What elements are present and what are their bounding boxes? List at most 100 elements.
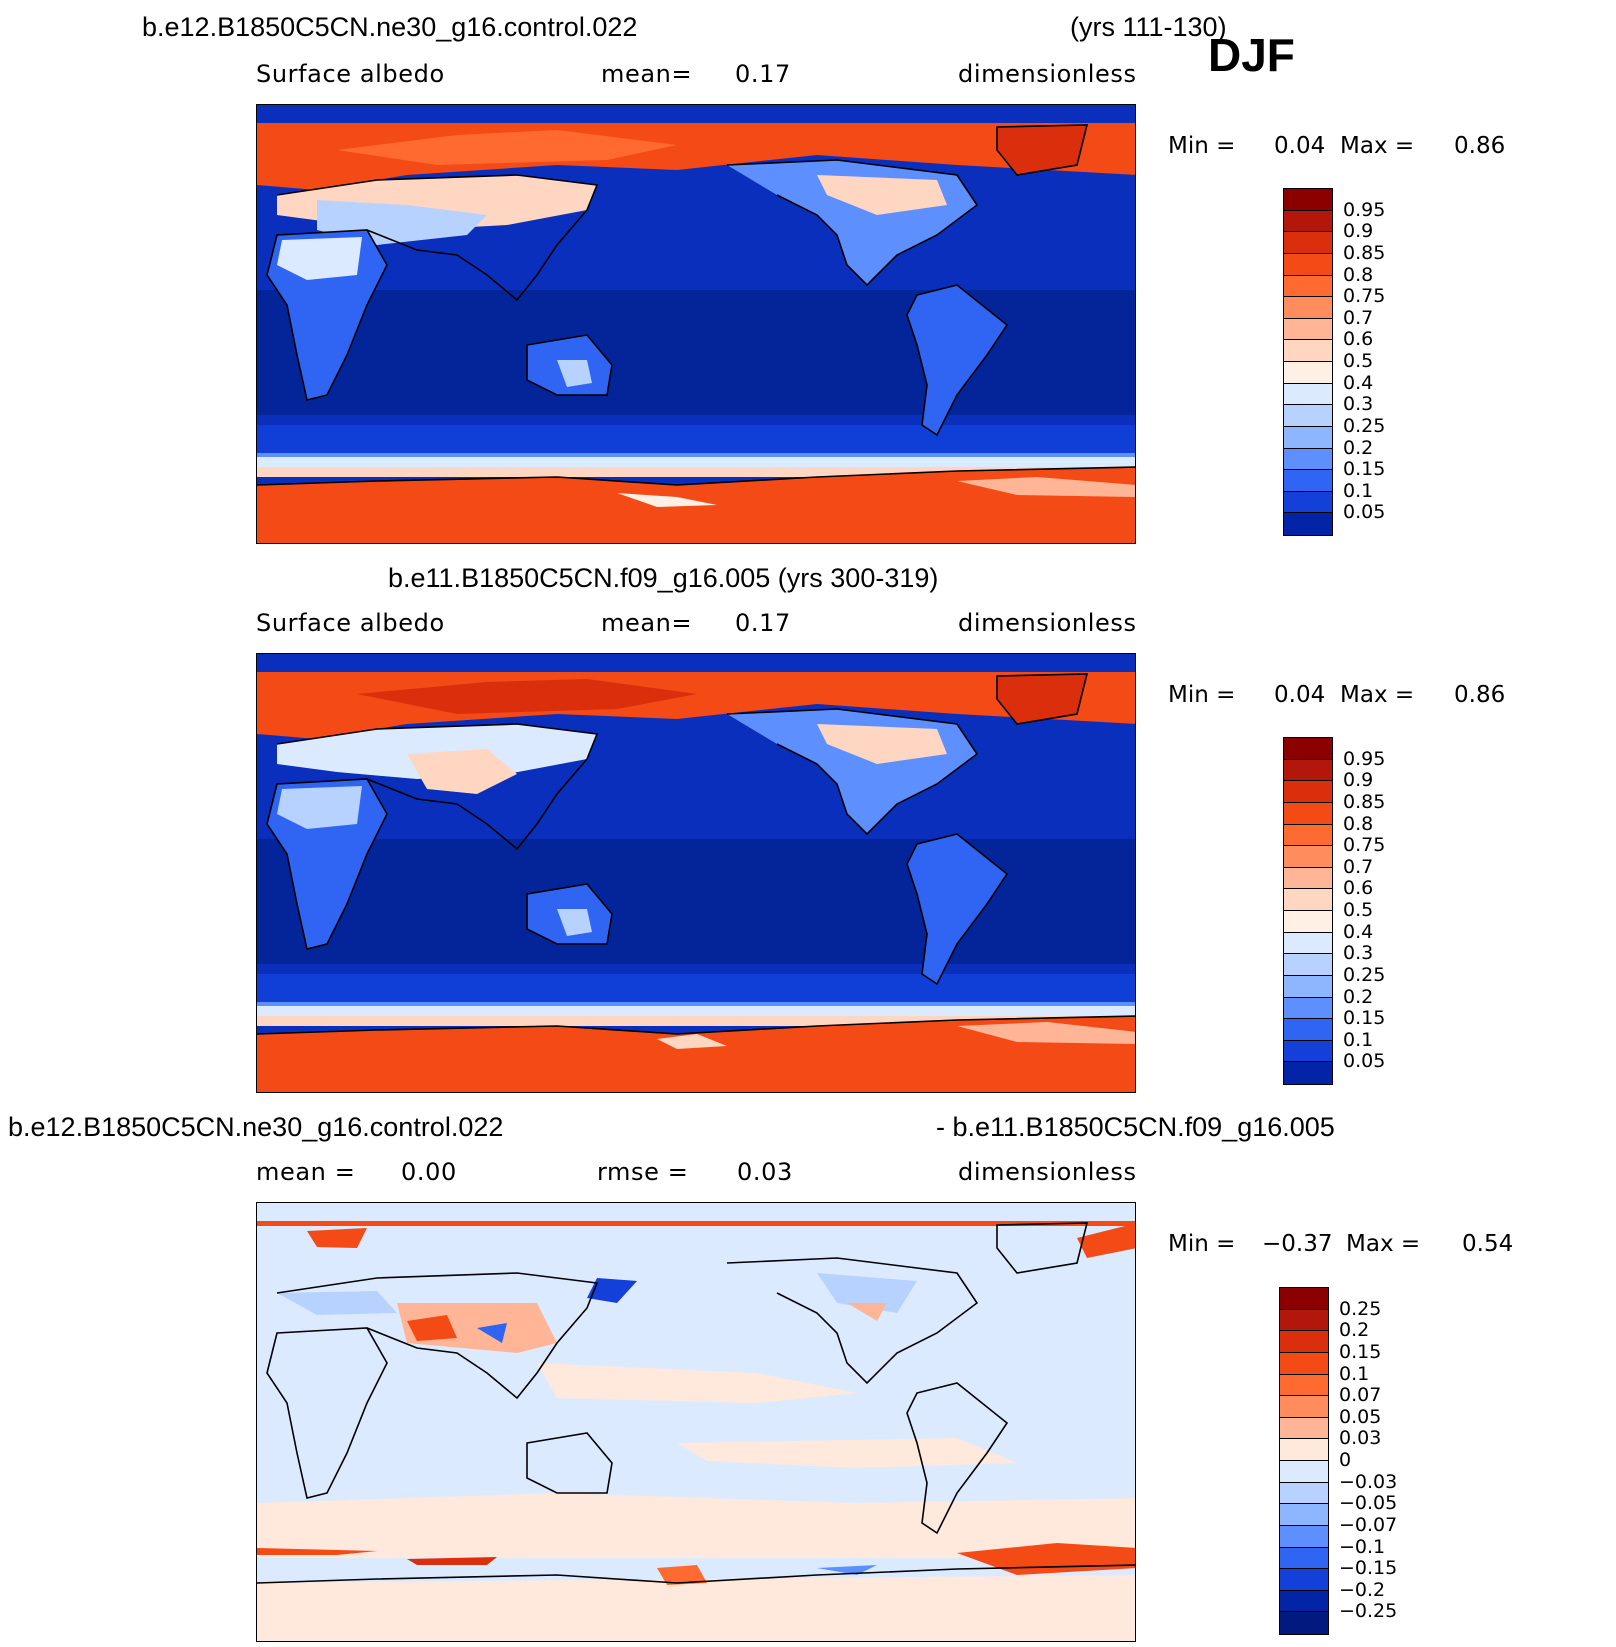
- colorbar-tick-label: 0.95: [1343, 198, 1386, 221]
- colorbar-tick-label: 0.4: [1343, 371, 1374, 394]
- colorbar-box: [1280, 1547, 1328, 1570]
- panel3-title-left: b.e12.B1850C5CN.ne30_g16.control.022: [8, 1112, 504, 1142]
- colorbar-tick-label: 0.9: [1343, 220, 1374, 243]
- colorbar-tick-label: −0.15: [1339, 1557, 1398, 1580]
- panel3-min-label: Min =: [1168, 1231, 1236, 1257]
- panel2-variable: Surface albedo: [256, 609, 445, 637]
- colorbar-tick-label: 0.5: [1343, 899, 1374, 921]
- colorbar-tick-label: 0.25: [1343, 414, 1386, 437]
- colorbar-tick-label: 0.6: [1343, 328, 1374, 351]
- panel1-title-right: (yrs 111-130): [1070, 12, 1227, 42]
- panel3-max-label: Max =: [1346, 1231, 1421, 1257]
- colorbar-tick-label: 0.3: [1343, 942, 1374, 965]
- colorbar-box: [1284, 867, 1332, 890]
- colorbar-tick-label: −0.05: [1339, 1492, 1398, 1515]
- panel1-units: dimensionless: [958, 60, 1137, 88]
- colorbar-tick-label: 0.1: [1343, 479, 1374, 502]
- panel2-min-label: Min =: [1168, 682, 1236, 708]
- colorbar-box: [1284, 824, 1332, 847]
- panel3-map: [256, 1202, 1136, 1642]
- colorbar-box: [1280, 1309, 1328, 1332]
- colorbar-box: [1280, 1461, 1328, 1483]
- colorbar-tick-label: 0.6: [1343, 877, 1374, 900]
- panel3-rmse-label: rmse =: [597, 1158, 689, 1186]
- colorbar-box: [1284, 470, 1332, 492]
- colorbar-box: [1280, 1590, 1328, 1613]
- colorbar-tick-label: −0.1: [1339, 1535, 1386, 1558]
- colorbar-tick-label: 0.8: [1343, 263, 1374, 286]
- colorbar-tick-label: 0.03: [1339, 1427, 1382, 1450]
- colorbar-box: [1284, 846, 1332, 868]
- colorbar-box: [1284, 362, 1332, 384]
- colorbar-box: [1280, 1504, 1328, 1526]
- colorbar-box: [1284, 513, 1332, 535]
- colorbar-box: [1284, 738, 1332, 760]
- colorbar-tick-label: 0.85: [1343, 790, 1386, 813]
- panel3-units: dimensionless: [958, 1158, 1137, 1186]
- colorbar-box: [1284, 975, 1332, 998]
- colorbar-box: [1284, 297, 1332, 319]
- panel1-mean-label: mean=: [601, 60, 693, 88]
- colorbar-box: [1280, 1525, 1328, 1548]
- panel1-max-label: Max =: [1340, 133, 1415, 159]
- panel2-mean-label: mean=: [601, 609, 693, 637]
- colorbar-tick-label: 0.7: [1343, 855, 1374, 878]
- colorbar-box: [1284, 997, 1332, 1020]
- colorbar-tick-label: 0.15: [1343, 1007, 1386, 1030]
- colorbar-tick-label: 0.05: [1339, 1405, 1382, 1428]
- colorbar-box: [1284, 448, 1332, 471]
- colorbar-box: [1280, 1288, 1328, 1310]
- colorbar-box: [1284, 189, 1332, 211]
- colorbar-box: [1284, 232, 1332, 254]
- panel2-colorbar: [1283, 737, 1333, 1085]
- colorbar-tick-label: 0.1: [1343, 1028, 1374, 1051]
- colorbar-box: [1280, 1569, 1328, 1591]
- panel1-min-value: 0.04: [1274, 133, 1326, 159]
- colorbar-tick-label: −0.07: [1339, 1513, 1398, 1536]
- colorbar-tick-label: −0.2: [1339, 1578, 1386, 1601]
- panel2-title: b.e11.B1850C5CN.f09_g16.005 (yrs 300-319…: [388, 563, 939, 593]
- colorbar-box: [1280, 1439, 1328, 1461]
- panel1-title-left: b.e12.B1850C5CN.ne30_g16.control.022: [142, 12, 638, 42]
- colorbar-tick-label: 0.05: [1343, 501, 1386, 524]
- colorbar-box: [1284, 932, 1332, 955]
- colorbar-tick-label: 0.15: [1343, 458, 1386, 481]
- panel2-mean-value: 0.17: [735, 609, 791, 637]
- colorbar-tick-label: 0.85: [1343, 241, 1386, 264]
- colorbar-box: [1280, 1482, 1328, 1505]
- colorbar-box: [1284, 1019, 1332, 1041]
- colorbar-box: [1284, 253, 1332, 276]
- colorbar-tick-label: 0.15: [1339, 1340, 1382, 1363]
- colorbar-tick-label: 0.25: [1339, 1297, 1382, 1320]
- colorbar-box: [1284, 1040, 1332, 1063]
- colorbar-box: [1284, 340, 1332, 362]
- panel3-max-value: 0.54: [1462, 1231, 1514, 1257]
- colorbar-tick-label: 0.2: [1343, 436, 1374, 459]
- colorbar-tick-label: 0.2: [1343, 985, 1374, 1008]
- panel2-units: dimensionless: [958, 609, 1137, 637]
- colorbar-tick-label: 0.2: [1339, 1319, 1370, 1342]
- panel1-min-label: Min =: [1168, 133, 1236, 159]
- panel2-max-label: Max =: [1340, 682, 1415, 708]
- colorbar-tick-label: 0: [1339, 1449, 1352, 1471]
- colorbar-tick-label: 0.95: [1343, 747, 1386, 770]
- colorbar-box: [1280, 1612, 1328, 1634]
- colorbar-box: [1284, 491, 1332, 514]
- panel3-rmse-value: 0.03: [737, 1158, 793, 1186]
- colorbar-box: [1284, 759, 1332, 782]
- colorbar-tick-label: 0.8: [1343, 812, 1374, 835]
- panel1-max-value: 0.86: [1454, 133, 1506, 159]
- panel1-colorbar: [1283, 188, 1333, 536]
- colorbar-box: [1280, 1331, 1328, 1353]
- colorbar-tick-label: 0.05: [1343, 1050, 1386, 1073]
- colorbar-box: [1284, 383, 1332, 406]
- season-label: DJF: [1208, 29, 1295, 81]
- panel2-max-value: 0.86: [1454, 682, 1506, 708]
- colorbar-box: [1280, 1396, 1328, 1418]
- colorbar-box: [1284, 210, 1332, 233]
- colorbar-tick-label: 0.4: [1343, 920, 1374, 943]
- panel2-min-value: 0.04: [1274, 682, 1326, 708]
- panel1-variable: Surface albedo: [256, 60, 445, 88]
- colorbar-tick-label: 0.9: [1343, 769, 1374, 792]
- panel3-min-value: −0.37: [1262, 1231, 1333, 1257]
